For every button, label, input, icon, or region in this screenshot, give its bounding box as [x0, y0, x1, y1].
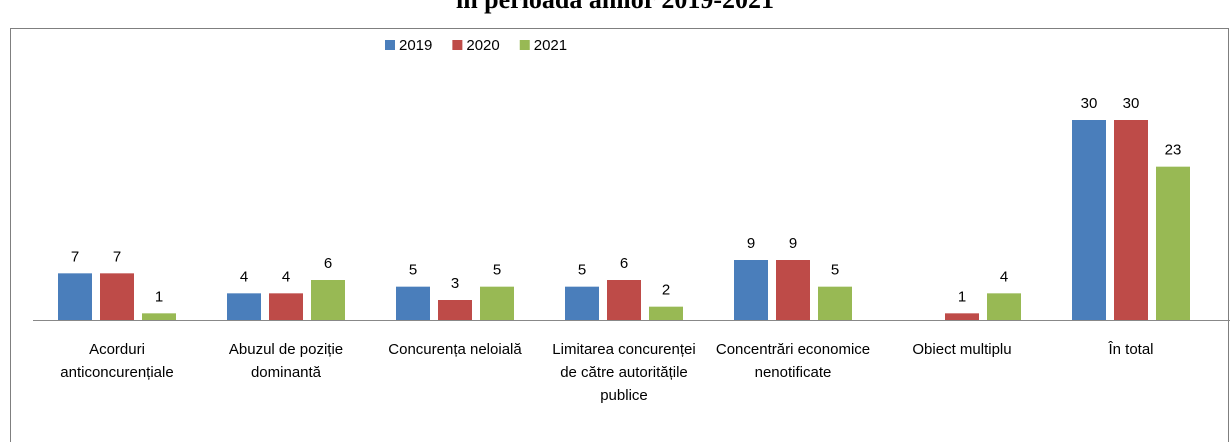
legend-label: 2019: [399, 37, 432, 54]
data-label: 4: [1000, 268, 1008, 285]
data-label: 6: [324, 255, 332, 272]
data-label: 1: [155, 288, 163, 305]
x-tick-label: Acorduri anticoncurențiale: [60, 341, 174, 381]
data-label: 23: [1165, 142, 1182, 159]
data-label: 4: [282, 268, 290, 285]
bar: [396, 286, 430, 320]
data-label: 9: [747, 235, 755, 252]
chart-title: în perioada anilor 2019-2021: [455, 0, 774, 14]
bar: [100, 273, 134, 320]
bar: [142, 313, 176, 320]
chart-border: [10, 28, 1229, 442]
x-tick-label: Concentrări economice nenotificate: [715, 341, 871, 381]
bar: [1114, 120, 1148, 320]
bar: [311, 280, 345, 320]
bar: [438, 300, 472, 320]
data-label: 2: [662, 282, 670, 299]
bar: [607, 280, 641, 320]
bar: [734, 260, 768, 320]
x-tick-label: Obiect multiplu: [912, 341, 1012, 358]
bar: [987, 293, 1021, 320]
data-label: 7: [71, 248, 79, 265]
data-label: 3: [451, 275, 459, 292]
x-tick-label: Limitarea concurenței de către autorităț…: [552, 341, 696, 404]
bar: [227, 293, 261, 320]
bar: [649, 306, 683, 320]
data-label: 5: [831, 262, 839, 279]
data-label: 5: [409, 262, 417, 279]
bar: [776, 260, 810, 320]
data-label: 6: [620, 255, 628, 272]
bar: [269, 293, 303, 320]
bar: [1156, 166, 1190, 320]
data-label: 9: [789, 235, 797, 252]
legend-swatch: [452, 40, 463, 50]
data-label: 4: [240, 268, 248, 285]
bar: [1072, 120, 1106, 320]
data-label: 5: [493, 262, 501, 279]
data-label: 5: [578, 262, 586, 279]
legend-label: 2020: [466, 37, 499, 54]
legend-swatch: [385, 40, 395, 50]
bar: [565, 286, 599, 320]
bar: [818, 286, 852, 320]
x-tick-label: În total: [1108, 341, 1154, 358]
data-label: 30: [1123, 95, 1140, 112]
x-tick-label: Abuzul de poziție dominantă: [228, 341, 344, 381]
bar: [480, 286, 514, 320]
x-tick-label: Concurența neloială: [388, 341, 522, 358]
bar: [945, 313, 979, 320]
data-label: 30: [1081, 95, 1098, 112]
bar: [58, 273, 92, 320]
legend-swatch: [519, 40, 530, 50]
data-label: 7: [113, 248, 121, 265]
legend-label: 2021: [534, 37, 567, 54]
data-label: 1: [958, 288, 966, 305]
